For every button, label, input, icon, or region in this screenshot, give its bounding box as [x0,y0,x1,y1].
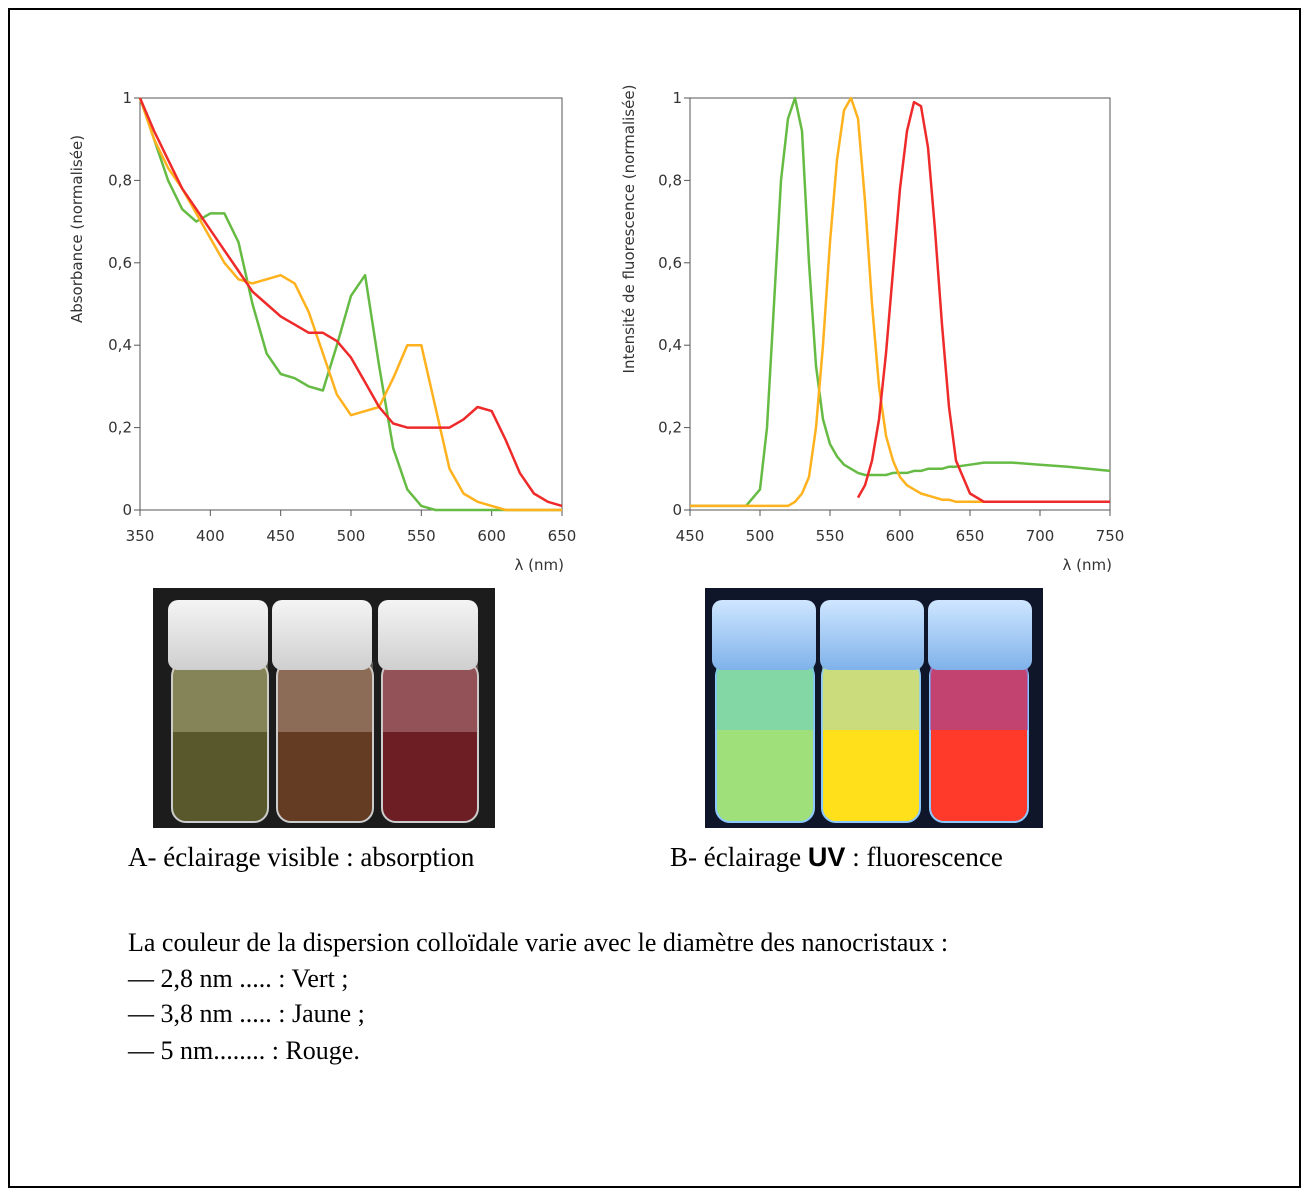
list-item: — 3,8 nm ..... : Jaune ; [128,999,365,1029]
y-tick-label: 0,2 [658,419,682,437]
y-tick-label: 0,4 [108,336,132,354]
y-tick-label: 0,8 [658,171,682,189]
x-tick-label: 550 [407,527,436,545]
y-tick-label: 0,6 [108,254,132,272]
x-tick-label: 500 [337,527,366,545]
y-tick-label: 0,8 [108,171,132,189]
plot-frame [690,98,1110,510]
data-line [858,102,1110,502]
caption-b-bold: UV [808,842,846,872]
x-axis-label: λ (nm) [1063,556,1112,574]
y-axis-label: Intensité de fluorescence (normalisée) [620,85,638,374]
x-tick-label: 550 [816,527,845,545]
data-line [140,98,562,506]
y-tick-label: 0 [122,501,132,519]
caption-b-start: B- éclairage [670,842,808,872]
x-tick-label: 600 [477,527,506,545]
x-tick-label: 500 [746,527,775,545]
x-tick-label: 350 [126,527,155,545]
caption-b-end: : fluorescence [845,842,1002,872]
y-tick-label: 0,6 [658,254,682,272]
data-line [690,98,1110,506]
y-tick-label: 0,4 [658,336,682,354]
x-tick-label: 650 [956,527,985,545]
page: {"chart_data": [ {"type": "line", "y_lab… [0,0,1311,1178]
data-line [140,98,562,510]
data-line [690,98,1110,506]
plot-frame [140,98,562,510]
list-item: — 5 nm........ : Rouge. [128,1036,360,1066]
caption-b: B- éclairage UV : fluorescence [670,842,1003,873]
photo-visible [153,588,495,828]
x-axis-label: λ (nm) [515,556,564,574]
photo-uv [705,588,1043,828]
x-tick-label: 450 [676,527,705,545]
caption-a: A- éclairage visible : absorption [128,842,474,873]
x-tick-label: 450 [266,527,295,545]
y-tick-label: 0 [672,501,682,519]
y-axis-label: Absorbance (normalisée) [68,135,86,323]
y-tick-label: 1 [122,89,132,107]
list-item: — 2,8 nm ..... : Vert ; [128,964,349,994]
y-tick-label: 1 [672,89,682,107]
x-tick-label: 650 [548,527,577,545]
x-tick-label: 700 [1026,527,1055,545]
intro-text: La couleur de la dispersion colloïdale v… [128,928,948,958]
x-tick-label: 750 [1096,527,1125,545]
data-line [140,98,562,510]
y-tick-label: 0,2 [108,419,132,437]
x-tick-label: 400 [196,527,225,545]
x-tick-label: 600 [886,527,915,545]
